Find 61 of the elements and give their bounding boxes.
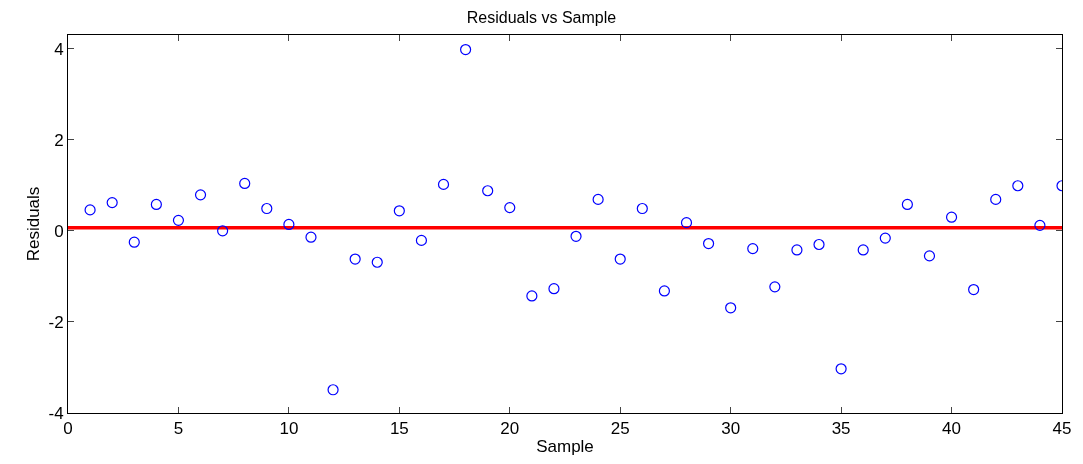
x-tick-label: 15 <box>389 419 409 439</box>
x-tick-label: 10 <box>279 419 299 439</box>
point <box>968 283 980 296</box>
point <box>460 43 472 56</box>
point <box>504 202 516 214</box>
point <box>437 178 450 190</box>
chart-title: Residuals vs Sample <box>466 8 617 26</box>
x-tick-label: 5 <box>173 419 184 439</box>
y-axis-title: Residuals <box>24 186 44 262</box>
point <box>106 197 118 209</box>
point <box>239 177 251 190</box>
x-tick-label: 30 <box>721 419 741 439</box>
point <box>702 237 715 250</box>
point <box>636 202 648 215</box>
point <box>172 214 185 226</box>
point <box>945 211 958 223</box>
point <box>217 225 229 237</box>
point <box>990 193 1002 206</box>
point <box>570 230 582 242</box>
point <box>658 285 670 297</box>
x-tick-label: 35 <box>831 419 851 439</box>
point <box>835 363 847 375</box>
point <box>614 253 626 265</box>
point <box>857 244 869 256</box>
point <box>393 205 405 217</box>
point <box>482 185 494 197</box>
point <box>548 283 560 295</box>
point <box>680 217 693 229</box>
point <box>371 256 383 268</box>
y-tick-label: -4 <box>48 403 64 423</box>
point <box>747 242 759 255</box>
point <box>592 193 604 206</box>
point <box>1034 219 1046 231</box>
y-tick-label: 4 <box>54 39 64 59</box>
point <box>923 250 936 262</box>
point <box>725 302 737 314</box>
point <box>879 232 891 244</box>
point <box>901 198 913 211</box>
point <box>150 198 162 211</box>
point <box>327 384 339 396</box>
point <box>128 236 140 248</box>
point <box>526 290 538 302</box>
point <box>283 218 295 231</box>
point <box>84 204 96 216</box>
x-tick-label: 40 <box>942 419 962 439</box>
point <box>194 189 207 201</box>
point <box>791 244 803 256</box>
x-tick-label: 25 <box>610 419 630 439</box>
point <box>769 281 781 293</box>
y-tick-label: -2 <box>48 312 64 332</box>
point <box>415 234 428 246</box>
point <box>305 231 317 243</box>
point <box>261 202 273 215</box>
y-tick-label: 0 <box>54 221 64 241</box>
x-tick-label: 45 <box>1052 419 1072 439</box>
x-axis-title: Sample <box>536 436 594 456</box>
y-tick-label: 2 <box>54 130 64 150</box>
point <box>349 253 361 265</box>
point <box>813 238 825 251</box>
point <box>1012 180 1024 192</box>
x-tick-label: 20 <box>500 419 520 439</box>
